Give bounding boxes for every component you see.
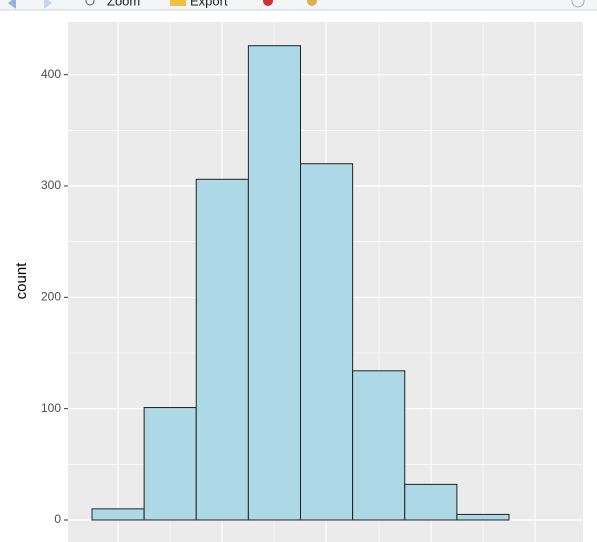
forward-button[interactable] (44, 0, 52, 9)
y-tick-label: 0 (54, 512, 61, 526)
bar (352, 370, 406, 521)
remove-icon[interactable] (263, 0, 273, 6)
back-button[interactable] (8, 0, 16, 9)
bar (456, 513, 510, 521)
zoom-button[interactable]: Zoom (107, 0, 140, 8)
bar (247, 45, 301, 521)
bar (404, 483, 458, 521)
export-icon (170, 0, 186, 6)
refresh-icon[interactable] (571, 0, 585, 8)
zoom-icon (85, 0, 95, 6)
export-button[interactable]: Export (190, 0, 228, 8)
y-axis-title: count (13, 262, 30, 300)
toolbar (0, 0, 597, 10)
bar (91, 508, 145, 521)
y-tick-label: 200 (41, 289, 61, 303)
y-tick-label: 100 (41, 401, 61, 415)
y-tick-label: 300 (41, 178, 61, 192)
bar (300, 163, 354, 521)
y-tick-label: 400 (41, 67, 61, 81)
bar (143, 407, 197, 521)
bar (195, 178, 249, 521)
clear-icon[interactable] (307, 0, 317, 6)
